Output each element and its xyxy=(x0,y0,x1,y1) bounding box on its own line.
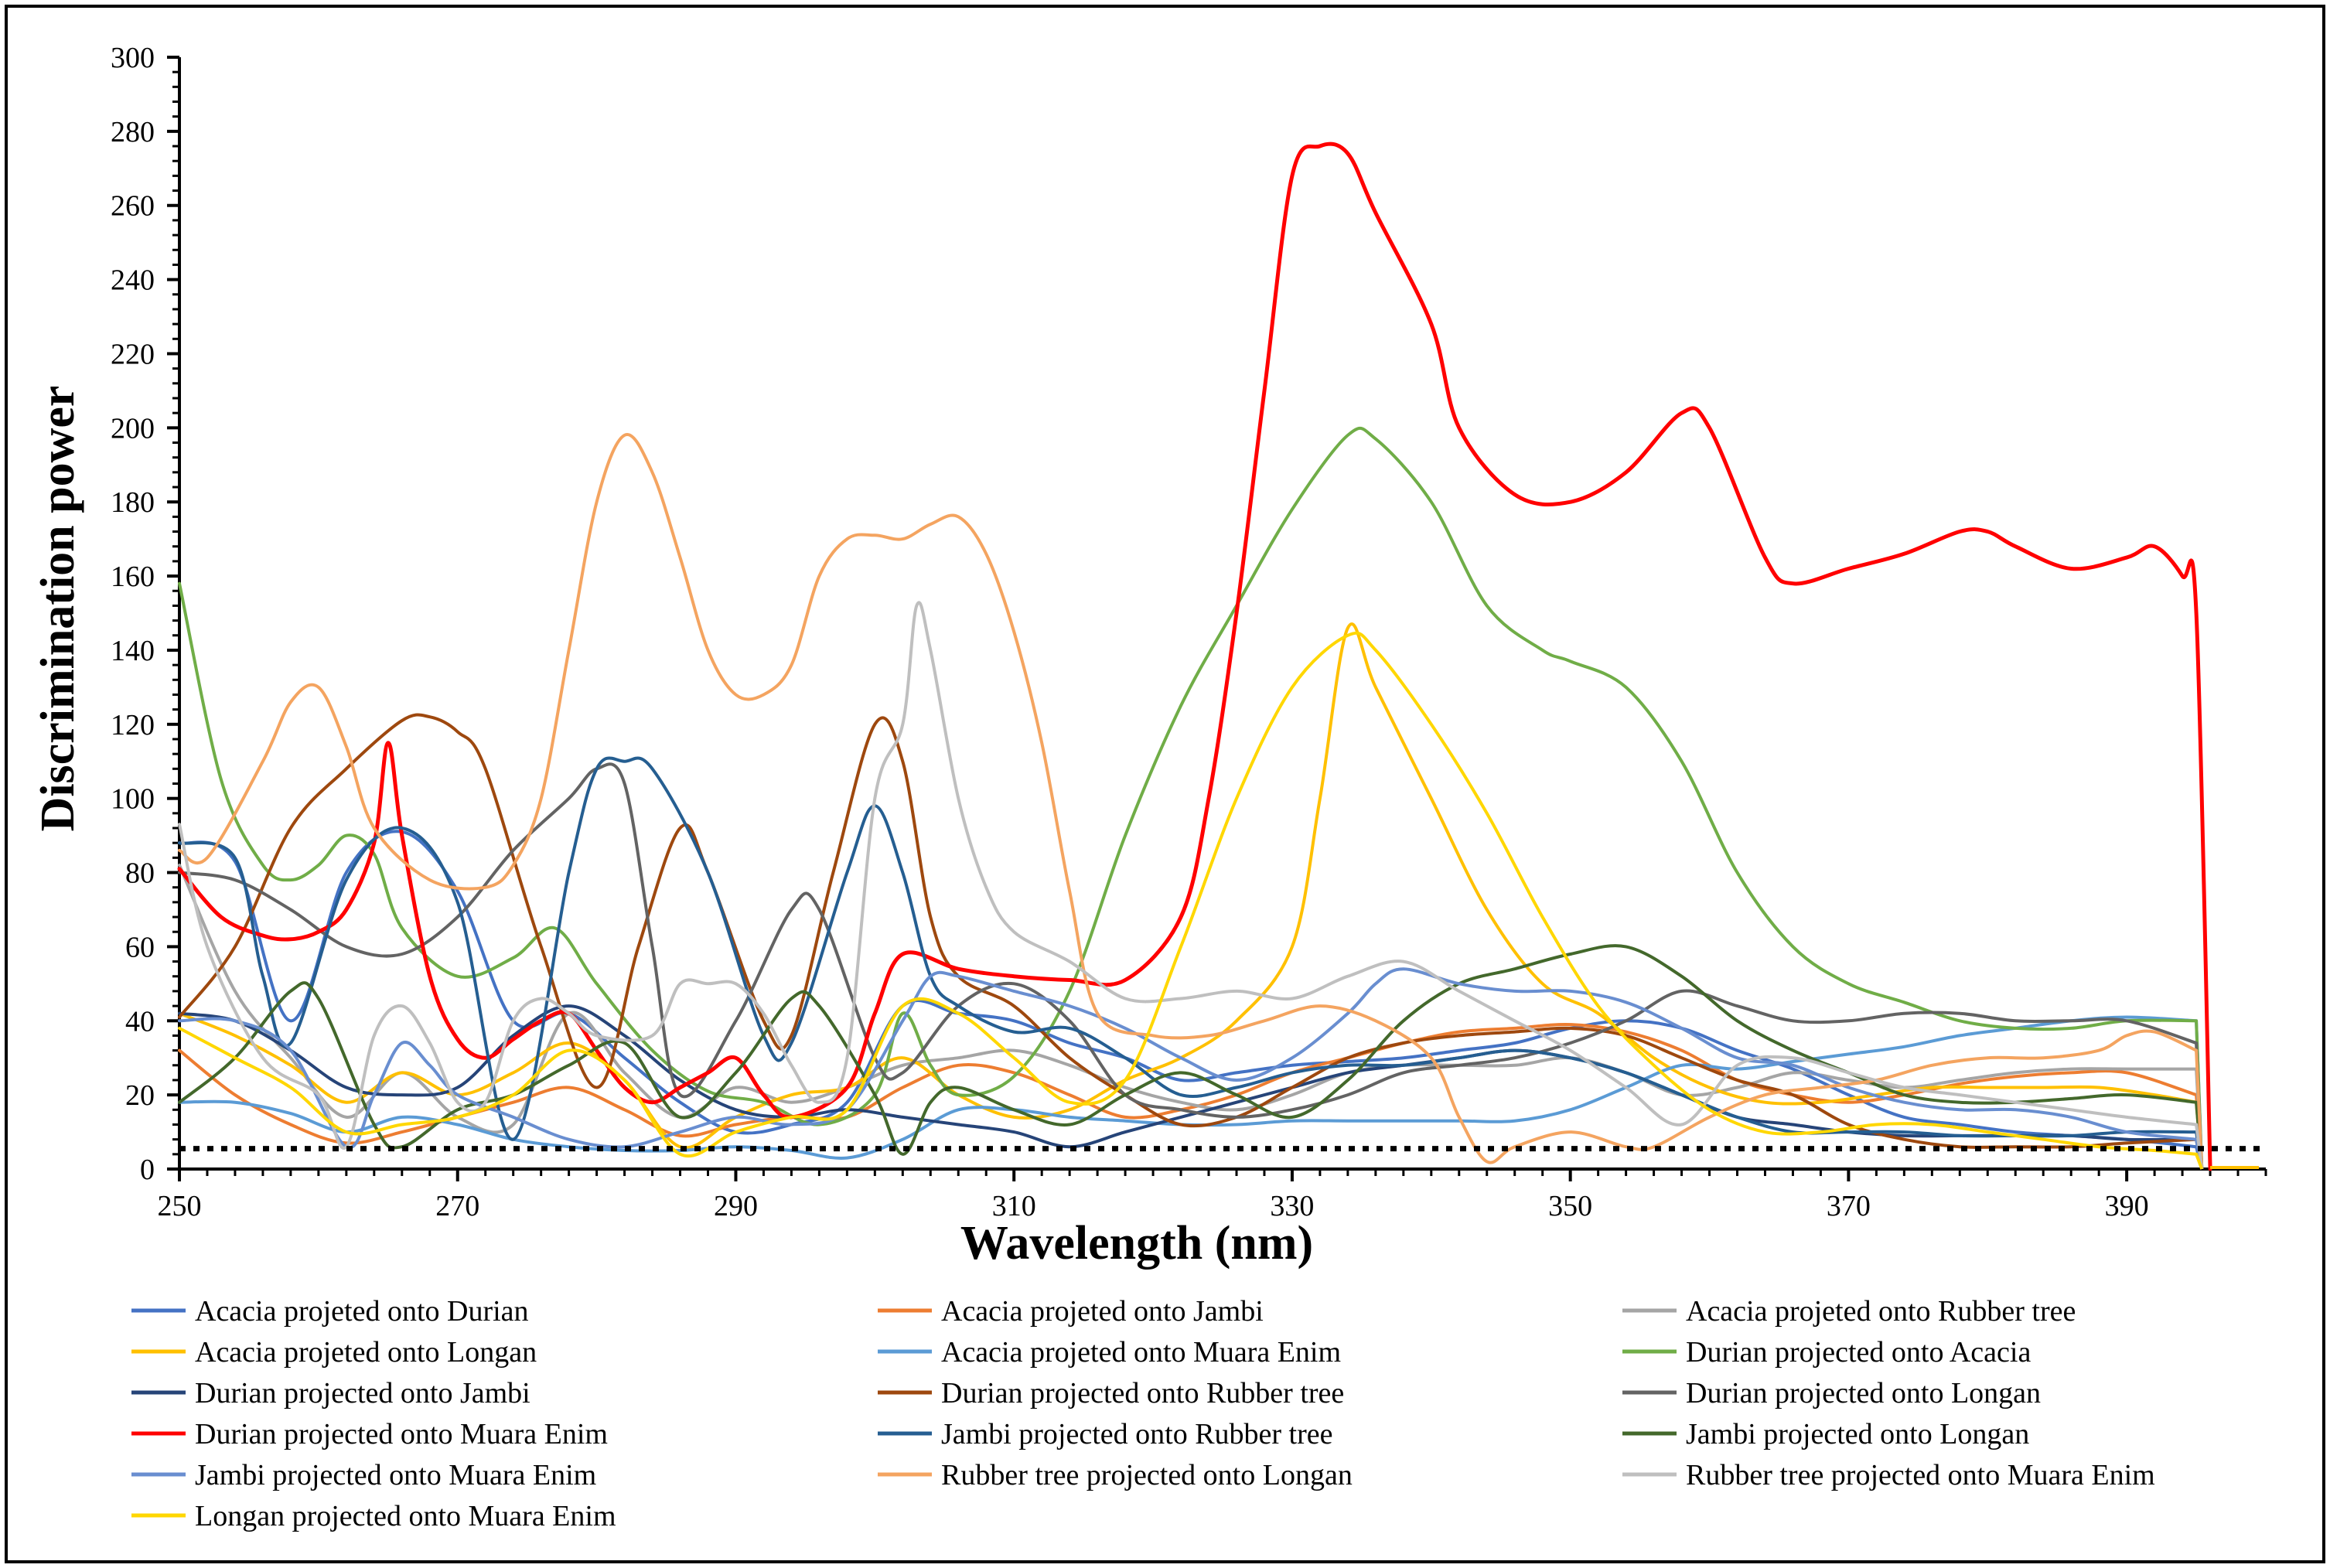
legend-label: Acacia projeted onto Jambi xyxy=(941,1295,1264,1328)
series-line-jambi-projected-onto-longan xyxy=(178,944,2199,1156)
y-tick-label: 100 xyxy=(111,783,155,816)
legend: Acacia projeted onto Durian Acacia projet… xyxy=(131,1295,2155,1532)
legend-label: Durian projected onto Jambi xyxy=(195,1377,530,1409)
legend-label: Jambi projected onto Longan xyxy=(1686,1418,2029,1450)
series-line-acacia-projeted-onto-durian xyxy=(178,830,2199,1149)
legend-label: Jambi projected onto Muara Enim xyxy=(195,1459,596,1491)
x-axis-title: Wavelength (nm) xyxy=(960,1217,1313,1270)
legend-item: Jambi projected onto Muara Enim xyxy=(131,1459,596,1491)
series-line-rubber-tree-projected-onto-muara-enim xyxy=(178,601,2199,1150)
legend-item: Acacia projeted onto Jambi xyxy=(878,1295,1264,1328)
y-tick-label: 260 xyxy=(111,190,155,223)
legend-item: Durian projected onto Acacia xyxy=(1622,1336,2031,1369)
y-tick-label: 220 xyxy=(111,338,155,370)
x-tick-label: 310 xyxy=(992,1190,1036,1222)
y-tick-label: 60 xyxy=(125,931,155,963)
legend-item: Durian projected onto Rubber tree xyxy=(878,1377,1344,1409)
y-tick-label: 280 xyxy=(111,116,155,148)
series-line-longan-projected-onto-muara-enim xyxy=(178,631,2199,1157)
legend-item: Durian projected onto Jambi xyxy=(131,1377,530,1409)
y-axis-title: Discrimination power xyxy=(32,386,84,832)
y-tick-label: 40 xyxy=(125,1005,155,1038)
y-tick-label: 120 xyxy=(111,709,155,741)
x-tick-label: 390 xyxy=(2105,1190,2149,1222)
y-tick-label: 160 xyxy=(111,561,155,593)
x-tick-label: 250 xyxy=(158,1190,202,1222)
legend-item: Acacia projeted onto Rubber tree xyxy=(1622,1295,2076,1328)
legend-label: Longan projected onto Muara Enim xyxy=(195,1500,616,1532)
x-tick-label: 370 xyxy=(1827,1190,1871,1222)
x-tick-label: 290 xyxy=(714,1190,758,1222)
legend-item: Acacia projeted onto Longan xyxy=(131,1336,537,1369)
legend-item: Durian projected onto Longan xyxy=(1622,1377,2041,1409)
series-line-acacia-projeted-onto-longan xyxy=(178,622,2199,1150)
legend-label: Jambi projected onto Rubber tree xyxy=(941,1418,1333,1450)
series-line-longan-projected-onto-muara-enim-cutoff xyxy=(2195,1154,2204,1170)
legend-label: Durian projected onto Acacia xyxy=(1686,1336,2031,1369)
legend-item: Rubber tree projected onto Longan xyxy=(878,1459,1353,1491)
legend-item: Rubber tree projected onto Muara Enim xyxy=(1622,1459,2155,1491)
legend-label: Durian projected onto Longan xyxy=(1686,1377,2041,1409)
y-tick-label: 300 xyxy=(111,42,155,74)
chart-border xyxy=(5,5,2325,1563)
x-tick-label: 330 xyxy=(1270,1190,1314,1222)
legend-label: Rubber tree projected onto Longan xyxy=(941,1459,1353,1491)
series-line-durian-projected-onto-longan xyxy=(178,762,2199,1119)
series-line-jambi-projected-onto-rubber-tree xyxy=(178,756,2199,1141)
legend-label: Rubber tree projected onto Muara Enim xyxy=(1686,1459,2155,1491)
plot-area: 0 20 40 60 80 100 120 140 160 180 200 220 240 260 280 3… xyxy=(111,42,2267,1222)
legend-item: Acacia projeted onto Durian xyxy=(131,1295,529,1328)
legend-label: Acacia projeted onto Longan xyxy=(195,1336,537,1369)
legend-label: Durian projected onto Rubber tree xyxy=(941,1377,1344,1409)
legend-label: Acacia projeted onto Rubber tree xyxy=(1686,1295,2076,1328)
y-tick-label: 20 xyxy=(125,1079,155,1112)
y-tick-label: 0 xyxy=(140,1154,155,1186)
series-line-jambi-projected-onto-muara-enim xyxy=(178,967,2199,1150)
series-line-durian-projected-onto-rubber-tree xyxy=(178,713,2199,1149)
y-tick-label: 180 xyxy=(111,486,155,519)
legend-item: Acacia projeted onto Muara Enim xyxy=(878,1336,1341,1369)
legend-item: Durian projected onto Muara Enim xyxy=(131,1418,608,1450)
series-line-rubber-tree-projected-onto-longan xyxy=(178,433,2199,1164)
y-tick-label: 140 xyxy=(111,635,155,667)
y-tick-label: 240 xyxy=(111,264,155,297)
x-tick-label: 270 xyxy=(435,1190,479,1222)
y-tick-label: 80 xyxy=(125,857,155,890)
series-line-durian-projected-onto-acacia xyxy=(178,426,2199,1127)
legend-item: Longan projected onto Muara Enim xyxy=(131,1500,616,1532)
legend-item: Jambi projected onto Longan xyxy=(1622,1418,2029,1450)
y-tick-label: 200 xyxy=(111,412,155,445)
legend-label: Acacia projeted onto Durian xyxy=(195,1295,529,1328)
x-tick-label: 350 xyxy=(1548,1190,1592,1222)
legend-label: Durian projected onto Muara Enim xyxy=(195,1418,608,1450)
series-line-acacia-projeted-onto-rubber-tree xyxy=(178,863,2199,1134)
series-line-durian-projected-onto-muara-enim xyxy=(177,141,2212,1171)
legend-item: Jambi projected onto Rubber tree xyxy=(878,1418,1333,1450)
legend-label: Acacia projeted onto Muara Enim xyxy=(941,1336,1341,1369)
